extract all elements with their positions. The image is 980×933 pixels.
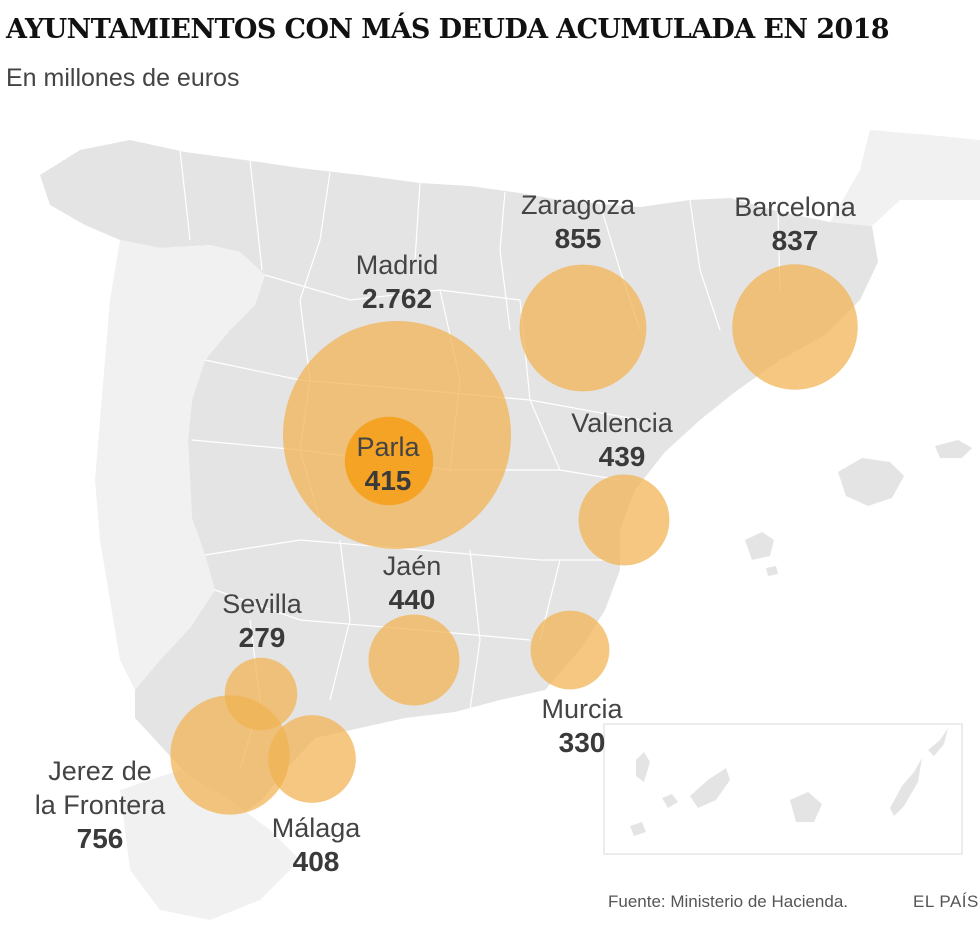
city-value-madrid: 2.762 <box>362 283 432 314</box>
bubble-valencia <box>578 474 670 566</box>
bubble-malaga <box>268 715 356 803</box>
formentera-shape <box>766 566 778 576</box>
city-name-jaen: Jaén <box>383 551 442 581</box>
inset-frame <box>603 723 963 855</box>
bubble-jerez-de <box>170 695 290 815</box>
lanzarote-shape <box>928 728 948 756</box>
city-name-sevilla: Sevilla <box>222 589 303 619</box>
brand-credit: EL PAÍS <box>913 892 979 911</box>
city-name-madrid: Madrid <box>356 250 439 280</box>
city-name-barcelona: Barcelona <box>734 192 857 222</box>
menorca-shape <box>935 440 972 458</box>
portugal-shape <box>95 240 265 690</box>
bubble-layer <box>170 264 858 815</box>
france-shape <box>830 130 980 226</box>
city-value-murcia: 330 <box>559 727 606 758</box>
city-value-jaen: 440 <box>389 584 436 615</box>
la-palma-shape <box>636 752 650 782</box>
land-layer <box>40 130 980 920</box>
bubble-murcia <box>530 610 610 690</box>
africa-shape <box>120 770 300 920</box>
city-value-malaga: 408 <box>293 846 340 877</box>
canary-islands-inset <box>603 723 963 855</box>
city-name-jerez-de: Jerez de <box>48 756 152 786</box>
map-title: AYUNTAMIENTOS CON MÁS DEUDA ACUMULADA EN… <box>6 14 890 45</box>
ibiza-shape <box>745 532 774 560</box>
mallorca-shape <box>838 458 904 506</box>
map-subtitle: En millones de euros <box>6 64 240 92</box>
city-name-malaga: Málaga <box>272 813 362 843</box>
city-name-zaragoza: Zaragoza <box>521 190 636 220</box>
source-note: Fuente: Ministerio de Hacienda. <box>608 892 849 911</box>
city-value-sevilla: 279 <box>239 622 286 653</box>
city-value-valencia: 439 <box>599 441 646 472</box>
city-name-murcia: Murcia <box>541 694 623 724</box>
bubble-barcelona <box>732 264 858 390</box>
el-hierro-shape <box>630 822 646 836</box>
city-name-parla: Parla <box>356 432 420 462</box>
la-gomera-shape <box>662 794 678 808</box>
gran-canaria-shape <box>790 792 822 822</box>
city-name-valencia: Valencia <box>571 408 674 438</box>
bubble-zaragoza <box>519 264 647 392</box>
fuerteventura-shape <box>890 758 922 816</box>
bubble-parla <box>344 416 434 506</box>
city-value-jerez-de: 756 <box>77 823 124 854</box>
tenerife-shape <box>690 768 730 808</box>
bubble-jaen <box>368 614 460 706</box>
city-name-line2-jerez-de: la Frontera <box>35 790 167 820</box>
city-value-zaragoza: 855 <box>555 223 602 254</box>
city-value-parla: 415 <box>365 465 412 496</box>
city-value-barcelona: 837 <box>772 225 819 256</box>
